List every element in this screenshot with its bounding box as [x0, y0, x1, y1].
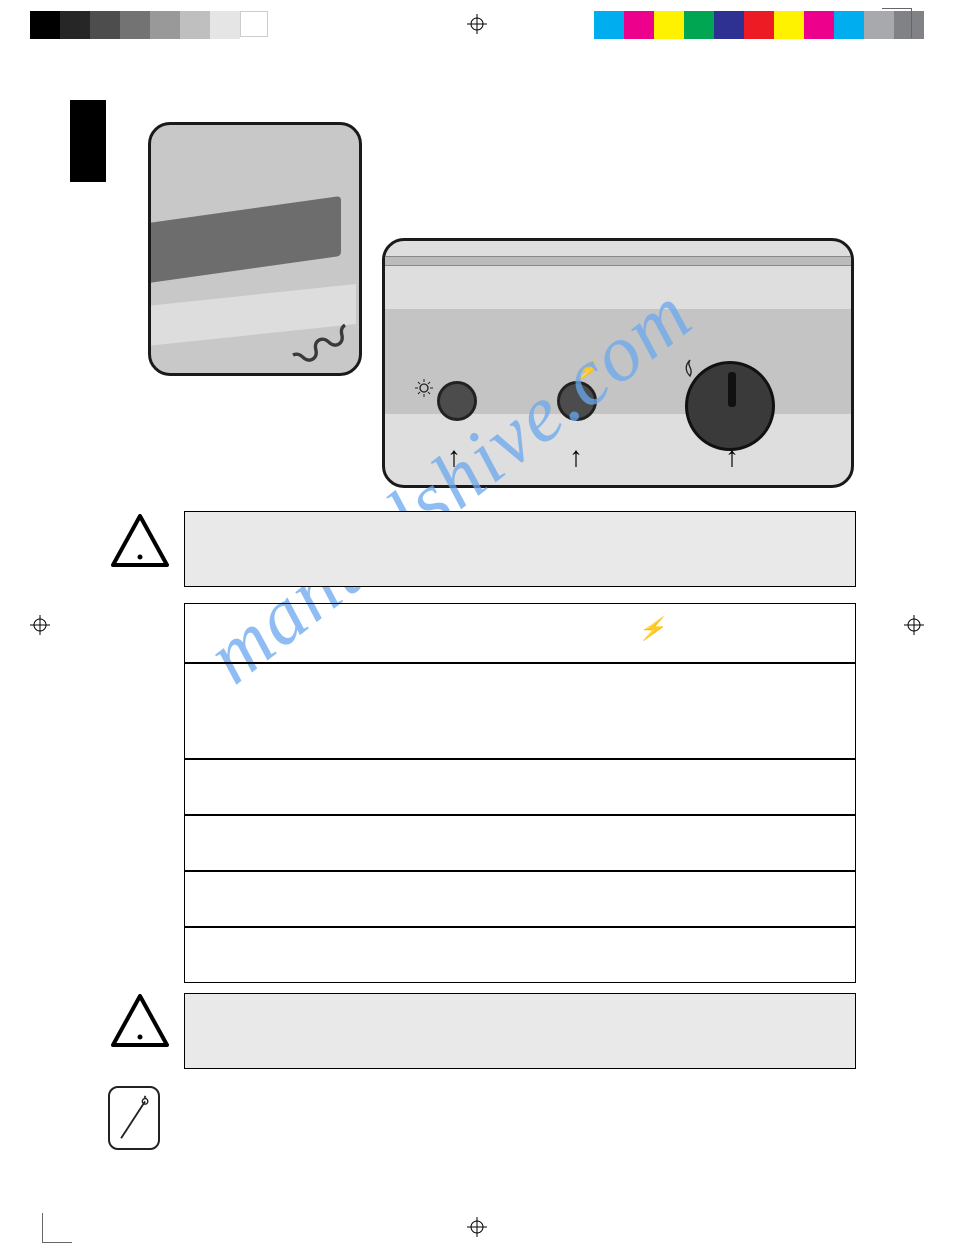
warning-triangle-icon [110, 513, 170, 568]
step-box [184, 815, 856, 871]
registration-mark-icon [30, 615, 50, 635]
step-box [184, 759, 856, 815]
step-box [184, 871, 856, 927]
registration-mark-icon [904, 615, 924, 635]
match-lighter-icon [108, 1086, 160, 1150]
registration-mark-icon [467, 1217, 487, 1237]
step-box [184, 663, 856, 759]
spark-icon: ⚡ [573, 358, 598, 383]
warning-box [184, 511, 856, 587]
light-bulb-icon [415, 379, 433, 402]
print-color-bar [594, 11, 924, 39]
ignition-button [557, 381, 597, 421]
arrow-up-icon: ↑ [725, 441, 739, 473]
warning-box [184, 993, 856, 1069]
burner-control-knob [685, 361, 775, 451]
crop-mark [882, 8, 912, 38]
warning-triangle-icon [110, 993, 170, 1048]
registration-mark-icon [467, 14, 487, 34]
spark-icon: ⚡ [638, 616, 665, 642]
light-button [437, 381, 477, 421]
figure-control-panel-illustration: ⚡ ↑ ↑ ↑ [382, 238, 854, 488]
arrow-up-icon: ↑ [447, 441, 461, 473]
section-tab [70, 100, 106, 182]
crop-mark [42, 1213, 72, 1243]
figure-shelf-illustration: 〰 [148, 122, 362, 376]
step-box [184, 927, 856, 983]
arrow-up-icon: ↑ [569, 441, 583, 473]
step-box [184, 603, 856, 663]
print-greyscale-bar [30, 11, 268, 39]
